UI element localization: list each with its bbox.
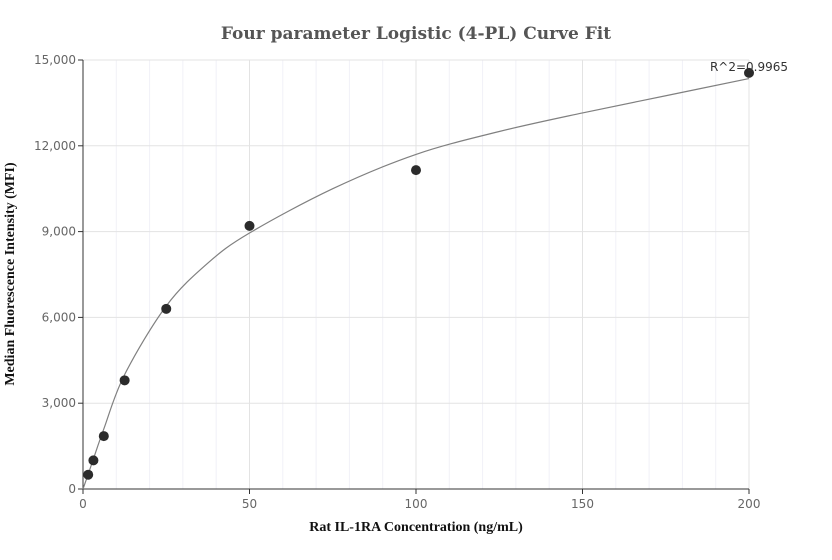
x-tick-label: 100 [405, 497, 428, 511]
data-point [83, 469, 94, 480]
x-tick-label: 200 [738, 497, 761, 511]
data-point [244, 220, 255, 231]
r-squared-annotation: R^2=0.9965 [710, 60, 788, 74]
x-tick-label: 150 [571, 497, 594, 511]
data-point [161, 303, 172, 314]
x-axis-label: Rat IL-1RA Concentration (ng/mL) [309, 520, 523, 535]
data-point [119, 375, 130, 386]
data-point [744, 67, 754, 78]
data-point [88, 455, 99, 466]
y-tick-label: 0 [68, 482, 76, 496]
axes [78, 59, 750, 494]
y-tick-label: 3,000 [42, 396, 76, 410]
tick-labels: 0 50 100 150 200 0 3,000 6,000 9,000 12,000 15,000 [34, 53, 760, 511]
y-axis-label: Median Fluorescence Intensity (MFI) [3, 162, 18, 386]
data-point [411, 165, 421, 176]
y-tick-label: 9,000 [42, 225, 76, 239]
chart-title: Four parameter Logistic (4-PL) Curve Fit [221, 24, 611, 44]
y-tick-label: 6,000 [42, 310, 76, 324]
data-points [83, 67, 754, 480]
fit-curve [82, 78, 750, 490]
y-tick-label: 12,000 [34, 139, 76, 153]
y-tick-label: 15,000 [34, 53, 76, 67]
grid [83, 59, 750, 489]
x-tick-label: 0 [79, 497, 87, 511]
x-tick-label: 50 [242, 497, 257, 511]
data-point [98, 431, 109, 442]
